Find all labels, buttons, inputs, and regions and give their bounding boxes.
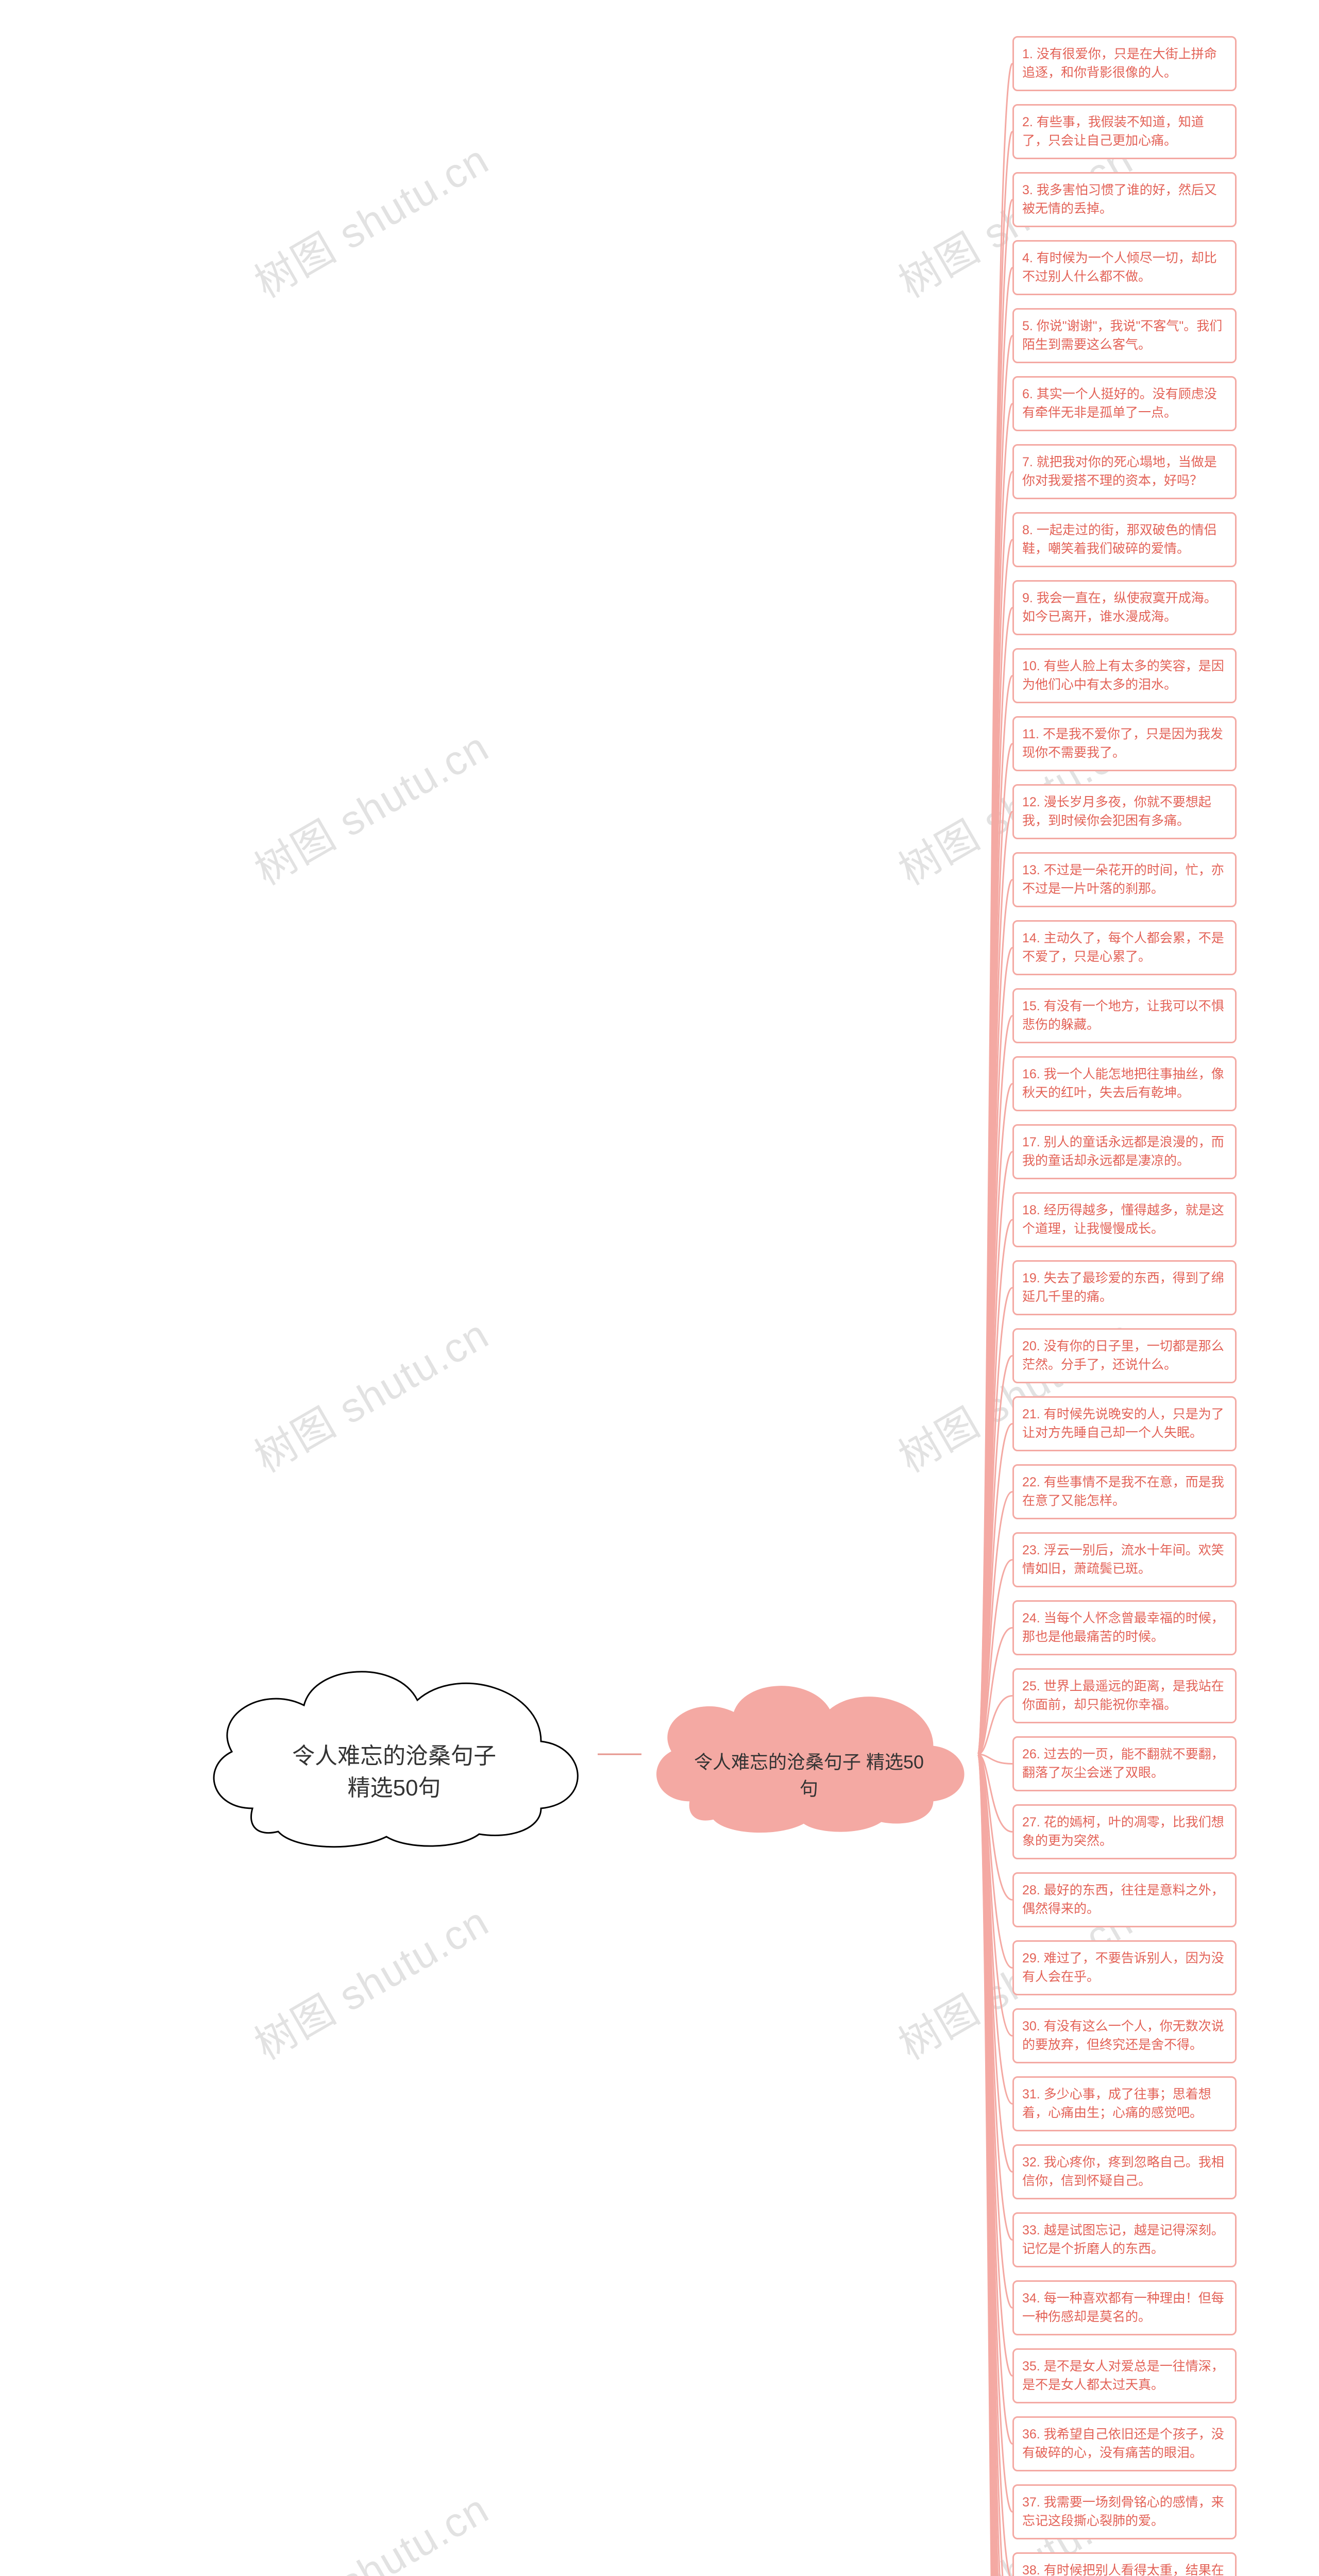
watermark: 树图 shutu.cn [242, 1302, 498, 1484]
leaf-item[interactable]: 14. 主动久了，每个人都会累，不是不爱了，只是心累了。 [1012, 920, 1237, 975]
leaf-item[interactable]: 38. 有时候把别人看得太重，结果在别人眼里自己什么都不是。 [1012, 2552, 1237, 2576]
leaf-item[interactable]: 10. 有些人脸上有太多的笑容，是因为他们心中有太多的泪水。 [1012, 648, 1237, 703]
leaf-item[interactable]: 20. 没有你的日子里，一切都是那么茫然。分手了，还说什么。 [1012, 1328, 1237, 1383]
leaf-item[interactable]: 34. 每一种喜欢都有一种理由！但每一种伤感却是莫名的。 [1012, 2280, 1237, 2335]
leaf-item[interactable]: 2. 有些事，我假装不知道，知道了，只会让自己更加心痛。 [1012, 104, 1237, 159]
leaf-item[interactable]: 6. 其实一个人挺好的。没有顾虑没有牵伴无非是孤单了一点。 [1012, 376, 1237, 431]
leaf-item[interactable]: 8. 一起走过的街，那双破色的情侣鞋，嘲笑着我们破碎的爱情。 [1012, 512, 1237, 567]
leaf-item[interactable]: 33. 越是试图忘记，越是记得深刻。记忆是个折磨人的东西。 [1012, 2212, 1237, 2267]
leaf-item[interactable]: 11. 不是我不爱你了，只是因为我发现你不需要我了。 [1012, 716, 1237, 771]
leaf-item[interactable]: 24. 当每个人怀念曾最幸福的时候，那也是他最痛苦的时候。 [1012, 1600, 1237, 1655]
sub-node[interactable]: 令人难忘的沧桑句子 精选50句 [639, 1664, 979, 1844]
leaf-item[interactable]: 17. 别人的童话永远都是浪漫的，而我的童话却永远都是凄凉的。 [1012, 1124, 1237, 1179]
leaf-item[interactable]: 18. 经历得越多，懂得越多，就是这个道理，让我慢慢成长。 [1012, 1192, 1237, 1247]
sub-label: 令人难忘的沧桑句子 精选50句 [685, 1747, 933, 1801]
leaf-item[interactable]: 13. 不过是一朵花开的时间，忙，亦不过是一片叶落的刹那。 [1012, 852, 1237, 907]
leaf-item[interactable]: 22. 有些事情不是我不在意，而是我在意了又能怎样。 [1012, 1464, 1237, 1519]
root-node[interactable]: 令人难忘的沧桑句子精选50句 [191, 1643, 598, 1860]
root-label: 令人难忘的沧桑句子精选50句 [286, 1740, 502, 1804]
leaf-item[interactable]: 29. 难过了，不要告诉别人，因为没有人会在乎。 [1012, 1940, 1237, 1995]
leaf-item[interactable]: 12. 漫长岁月多夜，你就不要想起我，到时候你会犯困有多痛。 [1012, 784, 1237, 839]
leaf-item[interactable]: 1. 没有很爱你，只是在大街上拼命追逐，和你背影很像的人。 [1012, 36, 1237, 91]
leaf-item[interactable]: 23. 浮云一别后，流水十年间。欢笑情如旧，萧疏鬓已斑。 [1012, 1532, 1237, 1587]
leaf-item[interactable]: 15. 有没有一个地方，让我可以不惧悲伤的躲藏。 [1012, 988, 1237, 1043]
watermark: 树图 shutu.cn [242, 2477, 498, 2576]
leaf-item[interactable]: 7. 就把我对你的死心塌地，当做是你对我爱搭不理的资本，好吗？ [1012, 444, 1237, 499]
leaf-item[interactable]: 31. 多少心事，成了往事；思着想着，心痛由生；心痛的感觉吧。 [1012, 2076, 1237, 2131]
watermark: 树图 shutu.cn [242, 127, 498, 310]
watermark: 树图 shutu.cn [242, 715, 498, 897]
leaf-item[interactable]: 9. 我会一直在，纵使寂寞开成海。如今已离开，谁水漫成海。 [1012, 580, 1237, 635]
watermark: 树图 shutu.cn [242, 1889, 498, 2072]
leaf-item[interactable]: 37. 我需要一场刻骨铭心的感情，来忘记这段撕心裂肺的爱。 [1012, 2484, 1237, 2539]
leaf-item[interactable]: 32. 我心疼你，疼到忽略自己。我相信你，信到怀疑自己。 [1012, 2144, 1237, 2199]
leaf-item[interactable]: 4. 有时候为一个人倾尽一切，却比不过别人什么都不做。 [1012, 240, 1237, 295]
leaf-item[interactable]: 28. 最好的东西，往往是意料之外，偶然得来的。 [1012, 1872, 1237, 1927]
leaf-item[interactable]: 3. 我多害怕习惯了谁的好，然后又被无情的丢掉。 [1012, 172, 1237, 227]
leaf-item[interactable]: 21. 有时候先说晚安的人，只是为了让对方先睡自己却一个人失眠。 [1012, 1396, 1237, 1451]
leaf-item[interactable]: 5. 你说"谢谢"，我说"不客气"。我们陌生到需要这么客气。 [1012, 308, 1237, 363]
leaf-item[interactable]: 26. 过去的一页，能不翻就不要翻，翻落了灰尘会迷了双眼。 [1012, 1736, 1237, 1791]
leaf-item[interactable]: 35. 是不是女人对爱总是一往情深，是不是女人都太过天真。 [1012, 2348, 1237, 2403]
leaf-item[interactable]: 27. 花的嫣柯，叶的凋零，比我们想象的更为突然。 [1012, 1804, 1237, 1859]
leaf-item[interactable]: 16. 我一个人能怎地把往事抽丝，像秋天的红叶，失去后有乾坤。 [1012, 1056, 1237, 1111]
leaf-item[interactable]: 30. 有没有这么一个人，你无数次说的要放弃，但终究还是舍不得。 [1012, 2008, 1237, 2063]
leaf-item[interactable]: 36. 我希望自己依旧还是个孩子，没有破碎的心，没有痛苦的眼泪。 [1012, 2416, 1237, 2471]
leaf-item[interactable]: 25. 世界上最遥远的距离，是我站在你面前，却只能祝你幸福。 [1012, 1668, 1237, 1723]
leaf-item[interactable]: 19. 失去了最珍爱的东西，得到了绵延几千里的痛。 [1012, 1260, 1237, 1315]
mindmap-canvas: 树图 shutu.cn 树图 shutu.cn 树图 shutu.cn 树图 shut… [0, 0, 1319, 2576]
